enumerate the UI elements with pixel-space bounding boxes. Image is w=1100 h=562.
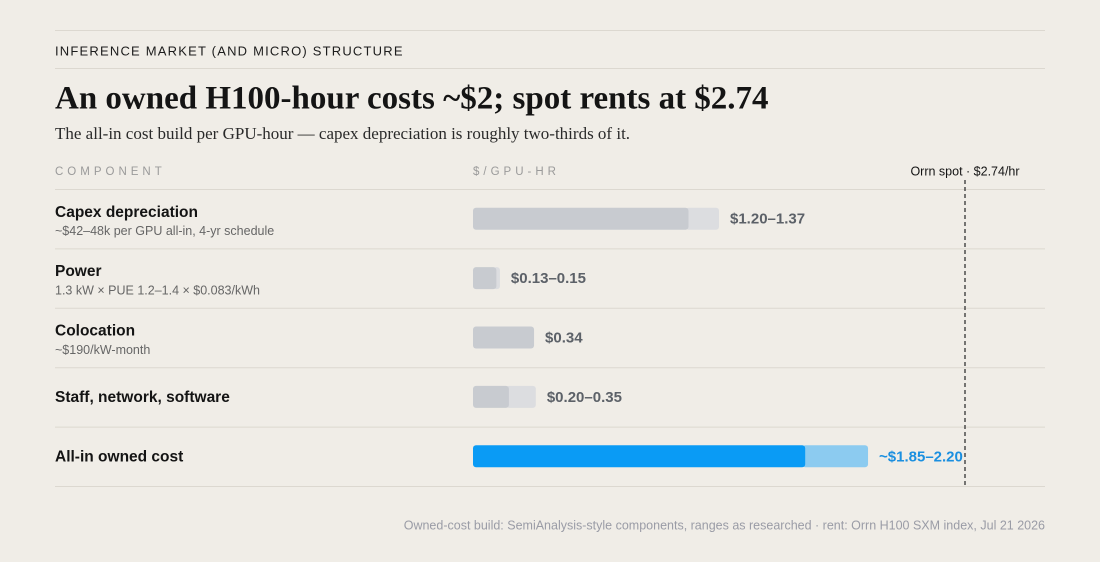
row-note: ~$42–48k per GPU all-in, 4-yr schedule [55,224,274,238]
range-segment [685,207,719,230]
row-label: Power [55,263,102,280]
chart-title: An owned H100-hour costs ~$2; spot rents… [55,81,769,117]
bar [473,385,509,408]
column-header: COMPONENT [55,166,166,178]
chart-subtitle: The all-in cost build per GPU-hour — cap… [55,124,630,143]
row-note: 1.3 kW × PUE 1.2–1.4 × $0.083/kWh [55,283,260,297]
row-label: All-in owned cost [55,448,183,465]
bar [473,267,497,290]
row-label: Staff, network, software [55,389,230,406]
value-label: ~$1.85–2.20 [879,448,963,465]
value-label: $0.13–0.15 [511,270,586,287]
bar [473,326,535,349]
row-label: Colocation [55,323,135,340]
value-label: $0.34 [545,329,583,346]
eyebrow: INFERENCE MARKET (AND MICRO) STRUCTURE [55,43,404,58]
row-label: Capex depreciation [55,204,198,221]
value-label: $1.20–1.37 [730,211,805,228]
reference-label: Orrn spot · $2.74/hr [910,164,1019,178]
row-note: ~$190/kW-month [55,343,150,357]
bar [473,445,806,468]
column-header: $/GPU-HR [473,166,560,178]
range-segment [802,445,869,468]
value-label: $0.20–0.35 [547,389,622,406]
range-segment [505,385,536,408]
source-note: Owned-cost build: SemiAnalysis-style com… [404,518,1045,532]
bar [473,207,689,230]
